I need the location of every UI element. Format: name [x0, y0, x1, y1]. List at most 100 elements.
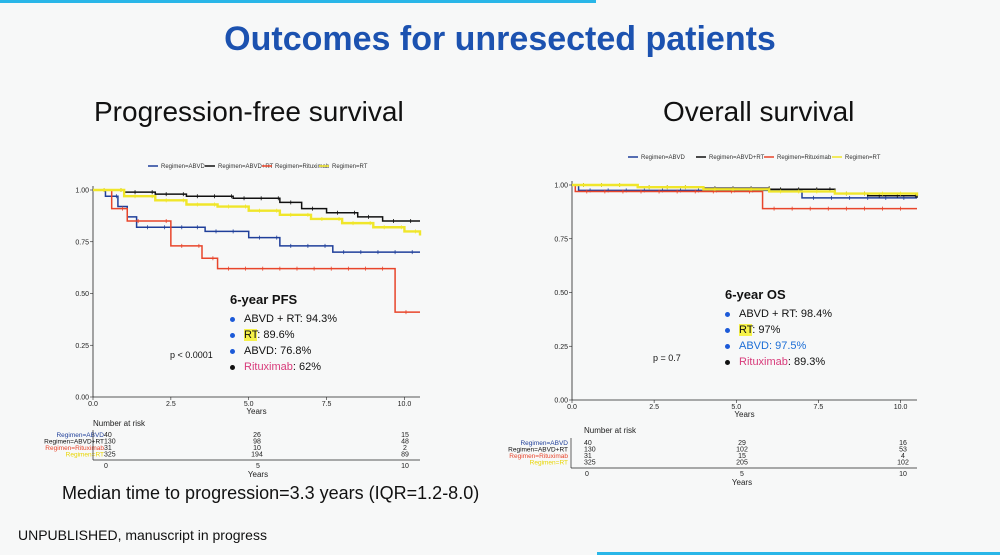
bullet-icon: [725, 359, 730, 365]
os-stats-heading: 6-year OS: [725, 287, 786, 302]
os-y-tick-label: 1.00: [554, 183, 568, 190]
pfs-pvalue: p < 0.0001: [170, 350, 213, 360]
bottom-accent-bar: [597, 552, 1000, 555]
pfs-risk-tick: 10: [401, 463, 409, 470]
pfs-series-line: [93, 189, 420, 253]
page-title: Outcomes for unresected patients: [224, 20, 776, 58]
pfs-stat-abvd: ABVD: 76.8%: [230, 343, 337, 359]
top-accent-bar: [0, 0, 596, 3]
pfs-risk-row-label: Regimen=Rituximab: [45, 445, 104, 452]
os-risk-tick: 10: [899, 471, 907, 478]
os-risk-row-label: Regimen=RT: [530, 460, 568, 467]
pfs-stat-rt: RT: 89.6%: [230, 327, 337, 343]
os-legend-label: Regimen=ABVD+RT: [709, 155, 765, 161]
pfs-risk-value: 2: [403, 445, 407, 452]
bullet-icon: [230, 348, 235, 354]
os-y-tick-label: 0.50: [554, 290, 568, 297]
pfs-y-tick-label: 0.50: [75, 291, 89, 298]
os-risk-tick: 0: [585, 471, 589, 478]
os-risk-value: 102: [736, 447, 748, 454]
pfs-series-line: [93, 189, 420, 313]
pfs-risk-value: 15: [401, 432, 409, 439]
os-risk-value: 205: [736, 460, 748, 467]
os-x-tick-label: 5.0: [731, 404, 741, 411]
os-y-tick-label: 0.00: [554, 398, 568, 405]
os-legend-label: Regimen=ABVD: [641, 155, 686, 161]
os-risk-value: 4: [901, 453, 905, 460]
os-x-axis-title: Years: [734, 410, 754, 419]
os-risk-xlabel: Years: [732, 478, 752, 487]
pfs-stat-abvd-rt: ABVD + RT: 94.3%: [230, 311, 337, 327]
pfs-y-tick-label: 1.00: [75, 188, 89, 195]
os-y-tick-label: 0.25: [554, 344, 568, 351]
pfs-x-tick-label: 7.5: [322, 401, 332, 408]
os-risk-value: 40: [584, 440, 592, 447]
os-risk-title: Number at risk: [584, 426, 637, 435]
pfs-series-line: [93, 189, 420, 222]
pfs-title: Progression-free survival: [94, 96, 404, 127]
pfs-risk-value: 89: [401, 452, 409, 459]
pfs-legend-label: Regimen=ABVD: [161, 164, 206, 170]
pfs-risk-row-label: Regimen=ABVD+RT: [44, 439, 104, 446]
pfs-risk-value: 130: [104, 439, 116, 446]
os-stat-rt: RT: 97%: [725, 322, 832, 338]
os-risk-row-label: Regimen=ABVD: [520, 440, 568, 447]
pfs-x-tick-label: 0.0: [88, 401, 98, 408]
median-progression-text: Median time to progression=3.3 years (IQ…: [62, 483, 480, 503]
pfs-risk-value: 48: [401, 439, 409, 446]
pfs-risk-value: 194: [251, 452, 263, 459]
os-risk-value: 53: [899, 447, 907, 454]
os-stats-box: 6-year OS ABVD + RT: 98.4% RT: 97% ABVD:…: [725, 287, 832, 370]
os-risk-value: 31: [584, 453, 592, 460]
unpublished-note: UNPUBLISHED, manuscript in progress: [18, 527, 267, 543]
pfs-stat-rituximab: Rituximab: 62%: [230, 359, 337, 375]
bullet-icon: [230, 364, 235, 370]
pfs-x-axis-title: Years: [246, 407, 266, 416]
pfs-x-tick-label: 10.0: [398, 401, 412, 408]
os-pvalue: p = 0.7: [653, 353, 681, 363]
os-risk-value: 102: [897, 460, 909, 467]
os-risk-tick: 5: [740, 471, 744, 478]
pfs-stats-heading: 6-year PFS: [230, 292, 298, 307]
os-stat-rituximab: Rituximab: 89.3%: [725, 354, 832, 370]
os-risk-row-label: Regimen=ABVD+RT: [508, 447, 568, 454]
os-stat-abvd-rt: ABVD + RT: 98.4%: [725, 306, 832, 322]
pfs-legend-label: Regimen=ABVD+RT: [218, 164, 274, 170]
pfs-risk-tick: 5: [256, 463, 260, 470]
os-x-tick-label: 7.5: [814, 404, 824, 411]
pfs-risk-xlabel: Years: [248, 470, 268, 479]
os-risk-value: 325: [584, 460, 596, 467]
pfs-y-tick-label: 0.00: [75, 395, 89, 402]
pfs-x-tick-label: 5.0: [244, 401, 254, 408]
pfs-risk-title: Number at risk: [93, 419, 146, 428]
os-title: Overall survival: [663, 96, 855, 127]
os-legend-label: Regimen=RT: [845, 155, 881, 161]
pfs-risk-row-label: Regimen=RT: [66, 452, 104, 459]
pfs-stats-box: 6-year PFS ABVD + RT: 94.3% RT: 89.6% AB…: [230, 292, 337, 375]
os-legend-label: Regimen=Rituximab: [777, 155, 832, 161]
os-x-tick-label: 10.0: [894, 404, 908, 411]
bullet-icon: [725, 311, 730, 317]
pfs-x-tick-label: 2.5: [166, 401, 176, 408]
pfs-y-tick-label: 0.25: [75, 343, 89, 350]
pfs-y-tick-label: 0.75: [75, 239, 89, 246]
os-risk-value: 15: [738, 453, 746, 460]
os-stat-abvd: ABVD: 97.5%: [725, 338, 832, 354]
pfs-series-line: [93, 188, 422, 236]
pfs-risk-value: 40: [104, 432, 112, 439]
os-risk-value: 130: [584, 447, 596, 454]
os-risk-value: 16: [899, 440, 907, 447]
os-risk-row-label: Regimen=Rituximab: [509, 453, 568, 460]
bullet-icon: [230, 332, 235, 338]
pfs-risk-tick: 0: [104, 463, 108, 470]
pfs-risk-value: 10: [253, 445, 261, 452]
bullet-icon: [725, 343, 730, 349]
os-y-tick-label: 0.75: [554, 236, 568, 243]
pfs-legend-label: Regimen=RT: [332, 164, 368, 170]
os-x-tick-label: 0.0: [567, 404, 577, 411]
pfs-risk-value: 325: [104, 452, 116, 459]
pfs-risk-value: 98: [253, 439, 261, 446]
bullet-icon: [725, 327, 730, 333]
